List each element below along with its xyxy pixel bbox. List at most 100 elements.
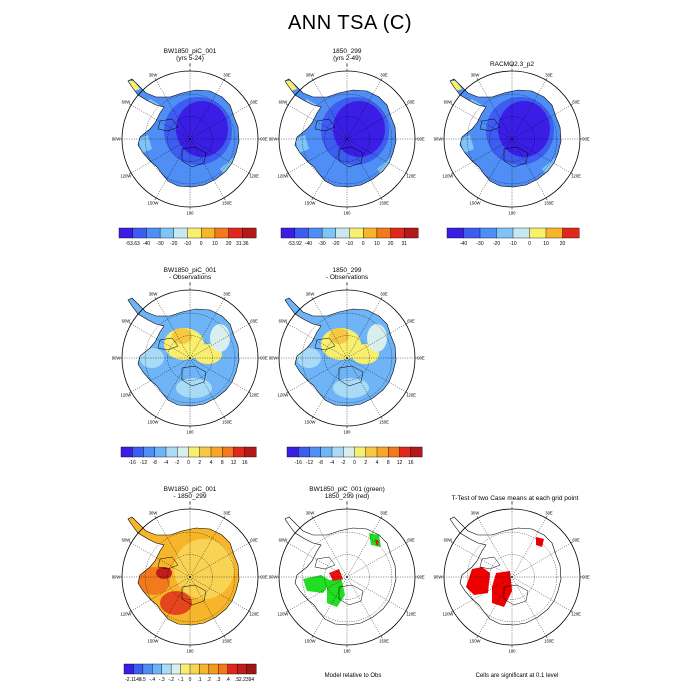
lon-label: 180 xyxy=(344,430,352,435)
field-fill xyxy=(498,101,550,157)
colorbar-label: 0 xyxy=(362,241,365,247)
colorbar-swatch xyxy=(446,227,464,239)
lon-label: 60W xyxy=(279,100,288,105)
meridian-line xyxy=(346,138,382,198)
lon-label: 120E xyxy=(249,174,259,179)
map-panel-p2: 0 30E 60E 90E 120E 150E 180 150W 120W 90W 60W 30W xyxy=(269,63,425,216)
lon-label: 90E xyxy=(260,137,268,142)
colorbar-swatch xyxy=(222,446,234,458)
meridian-line xyxy=(511,576,571,612)
meridian-line xyxy=(189,357,249,393)
colorbar-swatch xyxy=(161,663,172,675)
colorbar-label: -.3 xyxy=(159,677,165,683)
lon-tick xyxy=(450,541,454,544)
colorbar-label: 4 xyxy=(376,460,379,466)
colorbar-swatch xyxy=(512,227,530,239)
lon-tick xyxy=(405,610,409,613)
lon-tick xyxy=(311,197,314,201)
meridian-line xyxy=(346,518,382,578)
lon-label: 60E xyxy=(250,538,258,543)
lon-label: 60E xyxy=(572,100,580,105)
meridian-line xyxy=(189,576,249,612)
meridian-line xyxy=(346,576,382,636)
lon-tick xyxy=(154,197,157,201)
colorbar-label: 2.2394 xyxy=(239,677,255,683)
colorbar-swatch xyxy=(214,227,230,239)
field-fill xyxy=(367,324,387,352)
lon-tick xyxy=(545,515,548,519)
lon-tick xyxy=(570,172,574,175)
lon-label: 60E xyxy=(407,319,415,324)
colorbar-label: 31.36 xyxy=(236,241,249,247)
colorbar-swatch xyxy=(188,446,201,458)
meridian-line xyxy=(189,299,225,359)
colorbar-swatch xyxy=(294,227,309,239)
meridian-line xyxy=(477,138,513,198)
footnote-p7: Model relative to Obs xyxy=(324,673,382,679)
coastline xyxy=(284,297,397,407)
field-fill xyxy=(174,539,234,599)
colorbar-label: 8 xyxy=(221,460,224,466)
latitude-circle xyxy=(466,93,558,185)
lon-tick xyxy=(285,322,289,325)
latitude-circle xyxy=(301,531,393,623)
colorbar-label: -10 xyxy=(509,241,516,247)
meridian-line xyxy=(131,357,191,393)
lon-tick xyxy=(570,541,574,544)
lon-label: 0 xyxy=(189,282,192,287)
colorbar-label: -30 xyxy=(156,241,163,247)
field-fill xyxy=(138,135,152,153)
colorbar-label: 20 xyxy=(388,241,394,247)
meridian-line xyxy=(312,576,348,636)
lon-tick xyxy=(248,610,252,613)
meridian-line xyxy=(288,138,348,174)
lon-label: 0 xyxy=(346,501,349,506)
latitude-circle xyxy=(301,93,393,185)
meridian-line xyxy=(312,357,348,417)
colorbar-swatch xyxy=(242,227,257,239)
field-fill xyxy=(176,101,228,157)
meridian-line xyxy=(453,542,513,578)
colorbar-label: -12 xyxy=(306,460,313,466)
meridian-line xyxy=(288,323,348,359)
meridian-line xyxy=(346,138,406,174)
colorbar-label: -2 xyxy=(175,460,180,466)
colorbar-label: -2.1148 xyxy=(125,677,142,683)
lon-label: 60E xyxy=(250,319,258,324)
meridian-line xyxy=(453,576,513,612)
colorbar-p2: -53.92 -40 -30 -20 -10 0 10 20 31 xyxy=(280,227,419,247)
colorbar-label: .4 xyxy=(226,677,230,683)
field-fill xyxy=(156,567,172,579)
panel-title-line: T-Test of two Case means at each grid po… xyxy=(451,495,579,502)
lon-label: 30E xyxy=(545,72,553,77)
meridian-line xyxy=(312,299,348,359)
colorbar-swatch xyxy=(562,227,580,239)
colorbar-swatch xyxy=(331,446,344,458)
significance-patch xyxy=(466,567,490,595)
coastline xyxy=(284,516,397,626)
meridian-line xyxy=(511,138,547,198)
lon-label: 120E xyxy=(249,393,259,398)
lon-tick xyxy=(128,322,132,325)
lon-label: 30E xyxy=(380,72,388,77)
map-panel-p8: 0 30E 60E 90E 120E 150E 180 150W 120W 90W 60W 30W xyxy=(434,501,590,654)
colorbar-swatch xyxy=(410,446,423,458)
colorbar-label: .2 xyxy=(207,677,211,683)
colorbar-label: 0 xyxy=(187,460,190,466)
lon-tick xyxy=(380,515,383,519)
colorbar-label: -20 xyxy=(493,241,500,247)
colorbar-label: -.1 xyxy=(178,677,184,683)
colorbar-label: -.2 xyxy=(168,677,174,683)
lon-label: 150E xyxy=(544,639,554,644)
lon-tick xyxy=(285,172,289,175)
meridian-line xyxy=(346,357,406,393)
lon-tick xyxy=(405,172,409,175)
colorbar-label: -10 xyxy=(346,241,353,247)
lon-label: 30W xyxy=(149,291,158,296)
lon-label: 60W xyxy=(279,538,288,543)
colorbar-swatch xyxy=(244,446,257,458)
colorbar-swatch xyxy=(362,227,378,239)
lon-label: 150E xyxy=(222,201,232,206)
field-fill xyxy=(450,517,561,625)
significance-patch xyxy=(327,577,345,607)
